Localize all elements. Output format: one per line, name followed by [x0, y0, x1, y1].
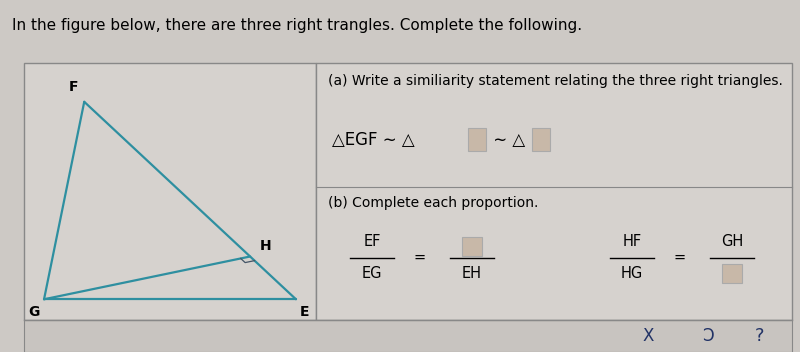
Text: ∼ △: ∼ △ — [488, 131, 525, 149]
Text: E: E — [300, 304, 310, 319]
Bar — [468, 128, 486, 151]
Text: =: = — [674, 250, 686, 265]
Bar — [24, 63, 316, 320]
Text: G: G — [29, 304, 40, 319]
Bar — [24, 320, 792, 352]
Text: Ɔ: Ɔ — [702, 327, 714, 345]
Text: (b) Complete each proportion.: (b) Complete each proportion. — [328, 195, 538, 209]
Text: =: = — [414, 250, 426, 265]
Text: △EGF ∼ △: △EGF ∼ △ — [332, 131, 414, 149]
Text: GH: GH — [721, 234, 743, 249]
Text: EH: EH — [462, 266, 482, 281]
Text: H: H — [260, 239, 271, 253]
Text: F: F — [68, 80, 78, 94]
Bar — [722, 264, 742, 283]
Bar — [532, 128, 550, 151]
Text: ?: ? — [755, 327, 765, 345]
Bar — [462, 237, 482, 256]
Bar — [316, 63, 792, 320]
Text: (a) Write a similiarity statement relating the three right triangles.: (a) Write a similiarity statement relati… — [328, 74, 783, 88]
Text: HF: HF — [622, 234, 642, 249]
Text: HG: HG — [621, 266, 643, 281]
Text: EG: EG — [362, 266, 382, 281]
Text: EF: EF — [363, 234, 381, 249]
Text: In the figure below, there are three right trangles. Complete the following.: In the figure below, there are three rig… — [12, 18, 582, 33]
Text: X: X — [642, 327, 654, 345]
